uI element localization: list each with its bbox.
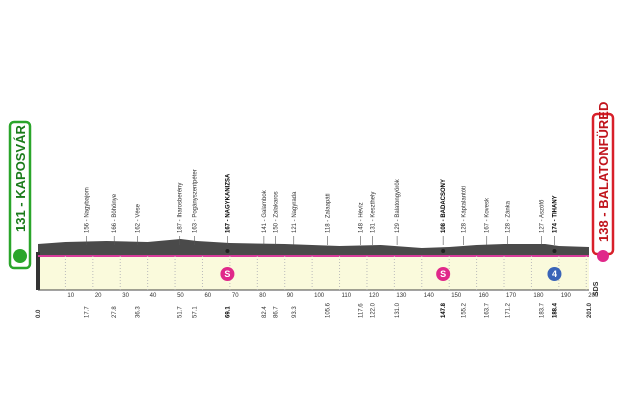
km-tick-label: 170 (506, 293, 517, 299)
finish-icon (597, 250, 609, 262)
waypoint-km: 188.4 (552, 302, 558, 318)
km-tick-label: 110 (342, 293, 352, 299)
waypoint-label: 167 - NAGYKANIZSA (225, 173, 231, 233)
waypoint-label: 128 - Káptalantóti (461, 186, 467, 233)
waypoint-dot (225, 249, 230, 253)
waypoint-label: 162 - Vése (136, 203, 142, 233)
waypoint-km: 122.0 (370, 302, 376, 318)
waypoint-label: 118 - Zalaapáti (325, 193, 331, 233)
waypoint-km: 171.2 (505, 302, 511, 318)
profile-ground (38, 256, 589, 290)
waypoint-label: 141 - Galambok (262, 189, 268, 233)
waypoint-label: 174 - TIHANY (552, 195, 558, 233)
waypoint-label: 163 - Pogányszentpéter (193, 169, 199, 233)
waypoint-km: 163.7 (485, 302, 491, 318)
start-icon (13, 249, 27, 263)
waypoint-label: 128 - Zánka (505, 200, 511, 233)
waypoint-km: 86.7 (274, 306, 280, 318)
waypoint-km: 82.4 (262, 306, 268, 318)
waypoint-km: 36.3 (136, 306, 142, 318)
km-tick-label: 150 (451, 293, 462, 299)
waypoint-km: 69.1 (225, 306, 231, 318)
start-label: 131 - KAPOSVÁR (13, 124, 28, 232)
km-tick-label: 140 (424, 293, 435, 299)
km-tick-label: 180 (533, 293, 544, 299)
waypoint-km: 51.7 (178, 306, 184, 318)
km-tick-label: 90 (287, 293, 294, 299)
km-tick-label: 30 (122, 293, 129, 299)
sprint-icon (220, 267, 235, 281)
sprint-letter: S (440, 269, 446, 279)
km-tick-label: 40 (150, 293, 157, 299)
waypoint-label: 131 - Keszthely (370, 192, 376, 233)
waypoint-km: 147.8 (441, 302, 447, 318)
waypoint-km: 57.1 (193, 306, 199, 318)
waypoint-km: 93.3 (292, 306, 298, 318)
km-tick-label: 70 (232, 293, 239, 299)
climb-category: 4 (552, 269, 557, 279)
waypoint-label: 150 - Zalakaros (274, 191, 280, 233)
km-tick-label: 160 (479, 293, 490, 299)
sprint-icon (436, 267, 451, 281)
waypoint-km: 105.6 (325, 302, 331, 318)
waypoint-km: 131.0 (395, 302, 401, 318)
waypoint-km: 27.8 (112, 306, 118, 318)
waypoint-label: 167 - Kovesk (485, 197, 491, 233)
waypoint-km: 17.7 (85, 306, 91, 318)
start-box (8, 120, 32, 270)
waypoint-label: 129 - Balatongyörök (395, 178, 401, 233)
km-tick-label: 60 (204, 293, 211, 299)
waypoint-dot (552, 249, 557, 253)
km-tick-label: 100 (314, 293, 325, 299)
sprint-letter: S (224, 269, 230, 279)
waypoint-label: 108 - BADACSONY (441, 179, 447, 233)
waypoint-km: 155.2 (461, 302, 467, 318)
km-tick-label: 10 (67, 293, 74, 299)
waypoint-label: 127 - Aszófő (540, 199, 546, 233)
waypoint-label: 121 - Nagyrada (292, 191, 298, 233)
km-tick-label: 120 (369, 293, 380, 299)
km-tick-label: 130 (396, 293, 407, 299)
finish-label: 138 - BALATONFÜRED (596, 102, 611, 242)
km-label: 201.0 (587, 302, 593, 318)
km-tick-label: 200 (588, 293, 599, 299)
waypoint-label: 187 - Iharosberény (178, 183, 184, 233)
waypoint-label: 156 - Nagybajom (85, 187, 91, 233)
climb-icon (547, 267, 562, 281)
logo: SDS (593, 281, 600, 296)
waypoint-km: 183.7 (540, 302, 546, 318)
km-tick-label: 80 (259, 293, 266, 299)
waypoint-dot (441, 249, 446, 253)
km-tick-label: 20 (95, 293, 102, 299)
waypoint-label: 166 - Böhönye (112, 193, 118, 233)
waypoint-km: 117.6 (358, 303, 364, 318)
km-tick-label: 50 (177, 293, 184, 299)
km-tick-label: 190 (561, 293, 572, 299)
profile-terrain (38, 239, 589, 256)
km-label: 0.0 (36, 309, 42, 318)
waypoint-label: 148 - Hévíz (358, 202, 364, 233)
